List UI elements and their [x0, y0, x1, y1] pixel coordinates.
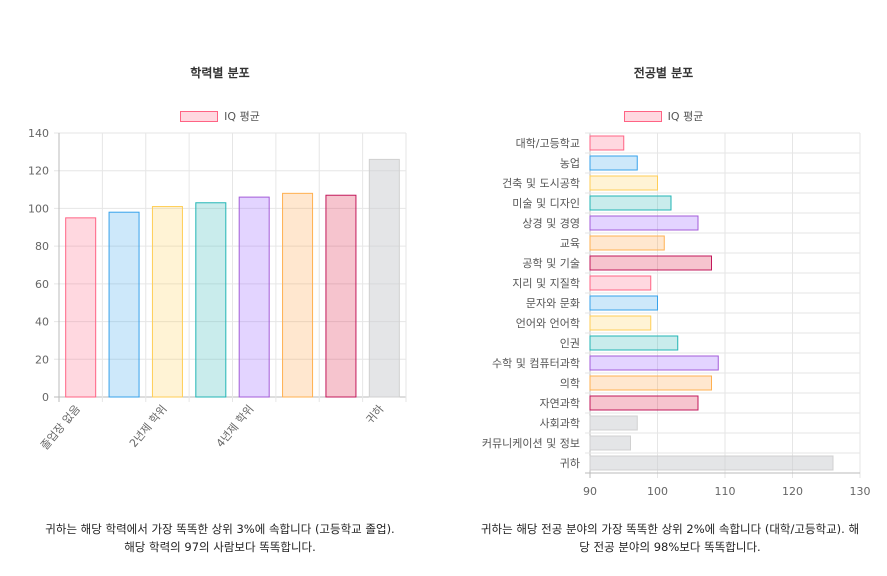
- bar: [589, 215, 699, 231]
- education-chart: 학력별 분포 IQ 평균 0 20 40 60 80 100 120 140 졸업장 없음 2년제…: [0, 0, 440, 500]
- y-tick-label: 문자와 문화: [526, 297, 580, 310]
- y-tick-label: 건축 및 도시공학: [502, 177, 580, 190]
- y-tick-label: 커뮤니케이션 및 정보: [482, 437, 580, 450]
- bar: [589, 155, 638, 171]
- bar: [108, 211, 140, 398]
- y-tick-label: 80: [35, 240, 49, 253]
- y-tick-label: 0: [42, 391, 49, 404]
- x-tick-label: 120: [782, 485, 803, 498]
- y-tick-label: 40: [35, 316, 49, 329]
- y-tick-label: 의학: [560, 377, 580, 390]
- chart-title: 전공별 분포: [633, 66, 694, 80]
- y-tick-label: 지리 및 지질학: [512, 277, 580, 290]
- x-tick-label: 졸업장 없음: [38, 403, 83, 453]
- x-tick-label: 110: [715, 485, 736, 498]
- bar: [589, 295, 658, 311]
- major-caption: 귀하는 해당 전공 분야의 가장 똑똑한 상위 2%에 속합니다 (대학/고등학…: [480, 522, 860, 554]
- y-tick-label: 100: [28, 202, 49, 215]
- bar: [589, 335, 679, 351]
- y-tick-label: 귀하: [560, 456, 580, 470]
- x-tick-label: 130: [850, 485, 871, 498]
- y-tick-label: 상경 및 경영: [522, 217, 580, 230]
- y-tick-label: 60: [35, 278, 49, 291]
- bar: [589, 355, 719, 371]
- bar: [325, 194, 357, 398]
- bar: [368, 158, 400, 398]
- x-tick-label: 4년제 학위: [214, 403, 257, 450]
- legend-swatch: [180, 110, 219, 122]
- x-tick-label: 100: [647, 485, 668, 498]
- bar: [65, 217, 97, 398]
- chart-legend[interactable]: IQ 평균: [440, 108, 887, 124]
- y-tick-label: 농업: [560, 157, 580, 170]
- y-tick-label: 교육: [560, 237, 580, 250]
- y-tick-label: 120: [28, 165, 49, 178]
- bar: [195, 202, 227, 398]
- y-tick-label: 수학 및 컴퓨터과학: [492, 357, 580, 370]
- y-tick-label: 대학/고등학교: [516, 137, 580, 150]
- legend-swatch: [623, 110, 662, 122]
- y-tick-label: 언어와 언어학: [516, 317, 580, 330]
- bar: [282, 192, 314, 398]
- x-tick-label: 귀하: [363, 402, 387, 427]
- chart-legend[interactable]: IQ 평균: [0, 108, 440, 124]
- y-tick-label: 140: [28, 127, 49, 140]
- bar: [589, 415, 638, 431]
- y-tick-label: 자연과학: [540, 397, 580, 410]
- bar: [589, 435, 631, 451]
- x-tick-label: 2년제 학위: [127, 403, 170, 450]
- education-bar-plot: 0 20 40 60 80 100 120 140 졸업장 없음 2년제 학위 4년제 학위 귀하: [28, 127, 407, 453]
- legend-label: IQ 평균: [667, 110, 704, 123]
- bar: [589, 395, 699, 411]
- bar: [589, 235, 665, 251]
- y-tick-label: 사회과학: [540, 417, 580, 430]
- bar: [589, 455, 834, 471]
- bar: [589, 315, 652, 331]
- x-tick-label: 90: [583, 485, 597, 498]
- education-caption: 귀하는 해당 학력에서 가장 똑똑한 상위 3%에 속합니다 (고등학교 졸업)…: [45, 522, 395, 554]
- bar: [589, 195, 672, 211]
- y-tick-label: 20: [35, 353, 49, 366]
- bar: [589, 255, 712, 271]
- bar: [589, 175, 658, 191]
- y-tick-label: 미술 및 디자인: [512, 197, 580, 210]
- legend-label: IQ 평균: [224, 110, 260, 123]
- bar: [238, 196, 270, 398]
- y-tick-label: 인권: [560, 337, 580, 350]
- bar: [151, 206, 183, 398]
- y-tick-label: 공학 및 기술: [522, 257, 580, 270]
- bar: [589, 135, 625, 151]
- bar: [589, 275, 652, 291]
- bar: [589, 375, 712, 391]
- chart-title: 학력별 분포: [190, 66, 250, 80]
